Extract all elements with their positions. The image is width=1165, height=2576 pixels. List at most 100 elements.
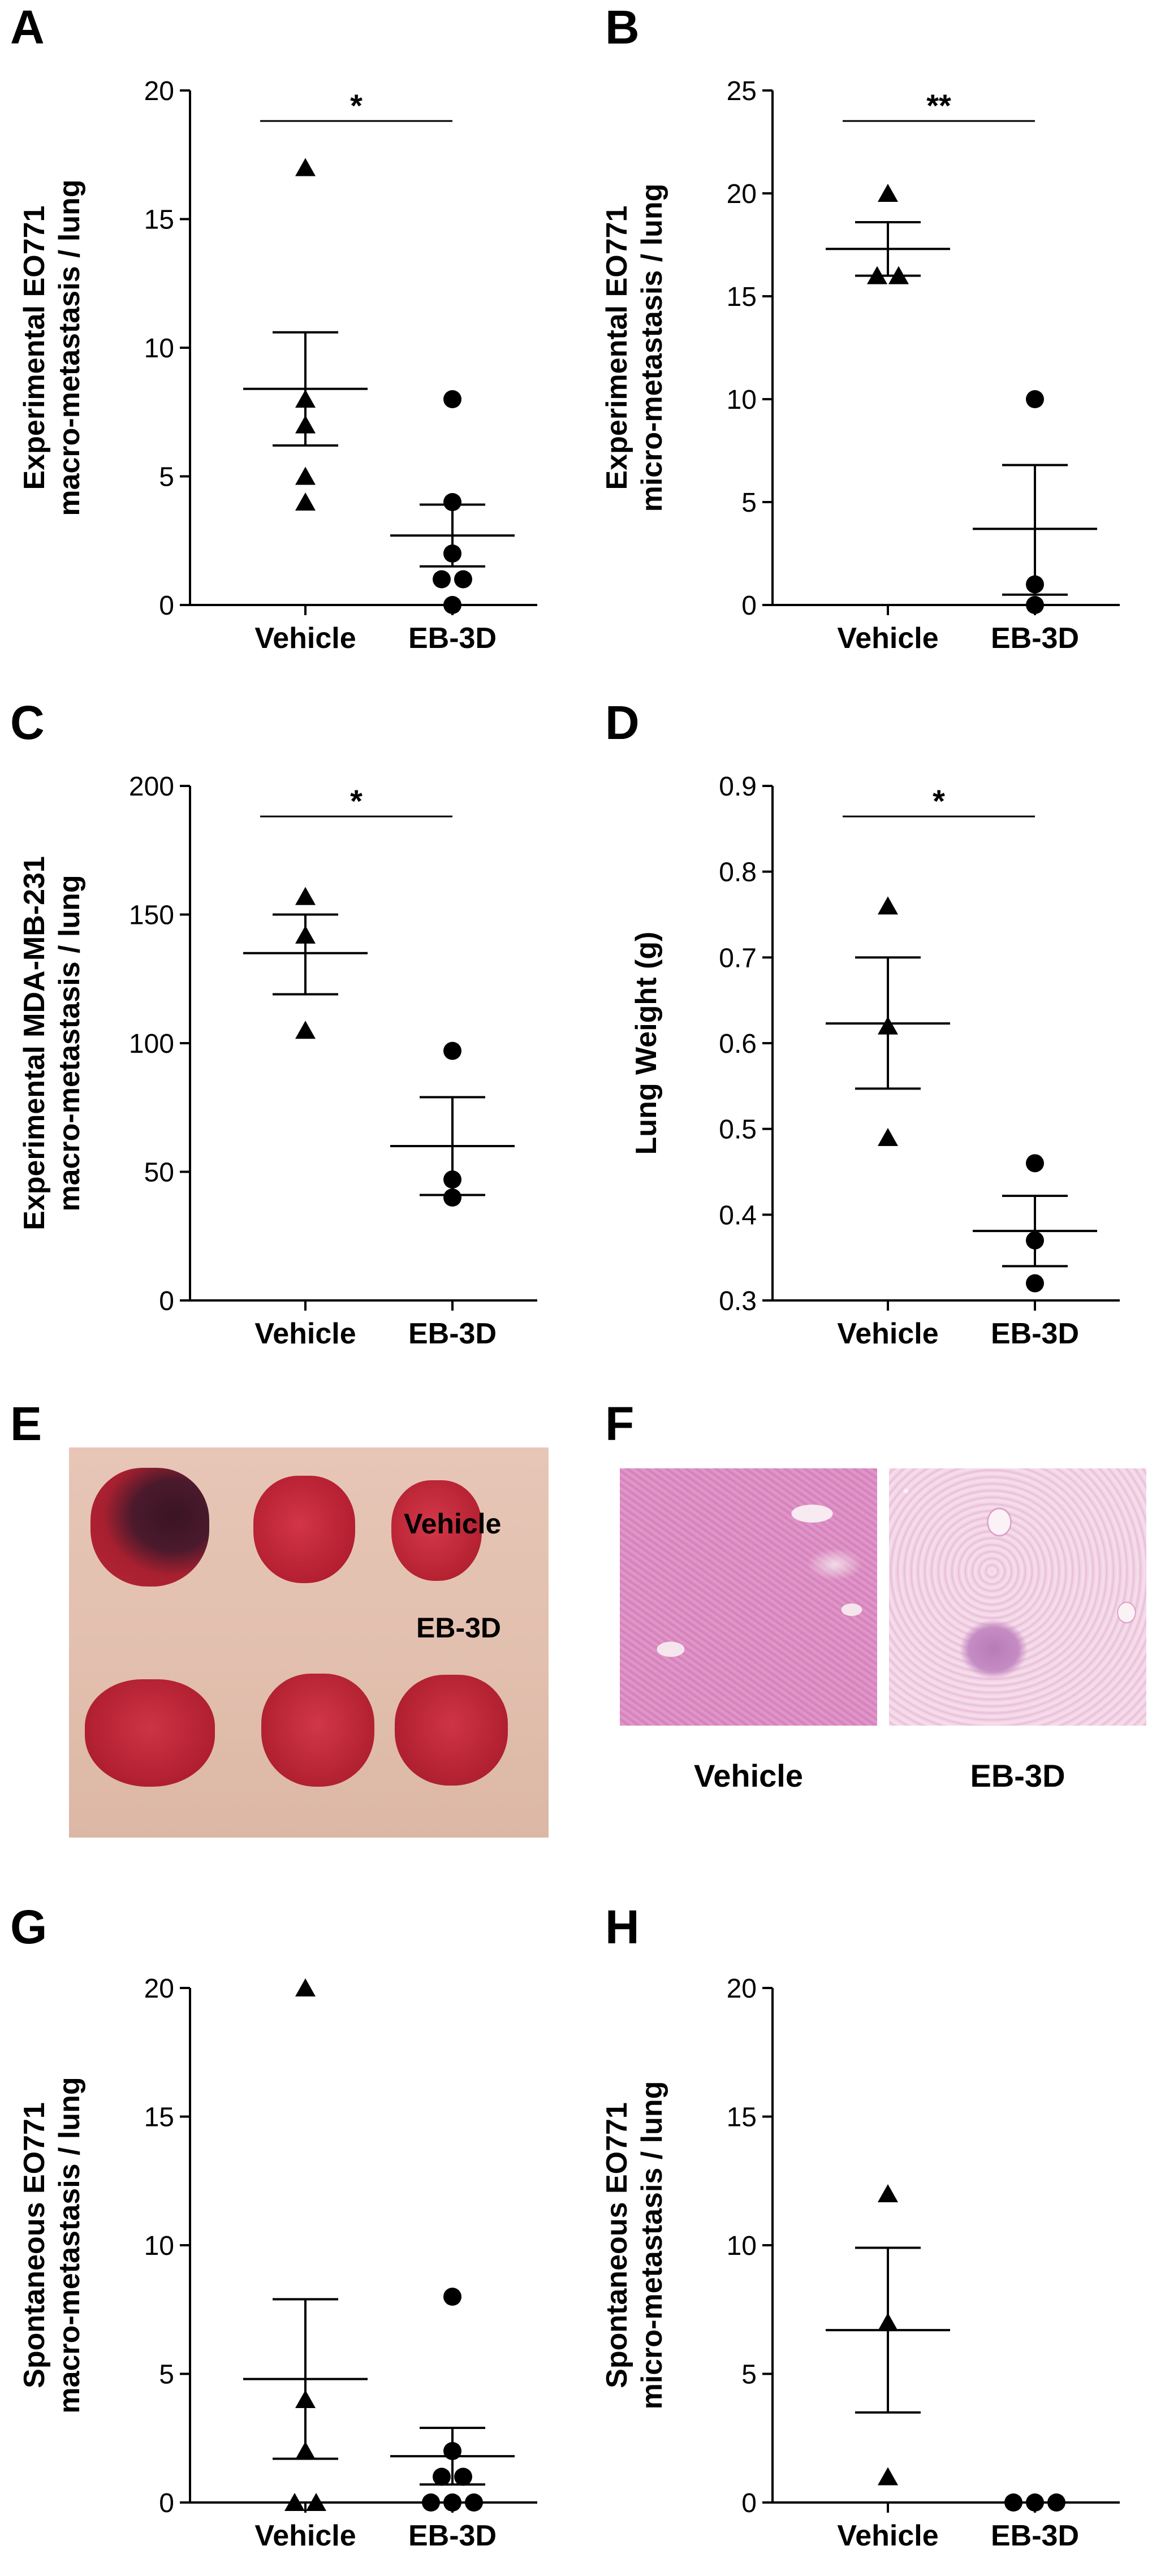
photo-label-vehicle: Vehicle [404,1508,502,1540]
y-tick-label: 0.3 [719,1286,757,1316]
lung-photograph: Vehicle EB-3D [69,1447,549,1838]
significance-marker: * [350,88,363,123]
data-point-eb3d [1026,1154,1044,1173]
data-point-eb3d [433,570,451,589]
histology-vehicle-image [620,1468,877,1726]
x-tick-label: Vehicle [837,1317,938,1350]
x-tick-label: EB-3D [408,2519,497,2552]
panel-letter-h: H [605,1900,640,1953]
data-point-vehicle [295,492,316,511]
histology-eb3d-image [889,1468,1146,1726]
chart-a-experimental-eo771-macro: 0 5 10 15 20 Vehicle EB-3D Experimental EO771 ma… [18,76,537,655]
y-tick-label: 20 [144,76,174,106]
panel-letter-d: D [605,696,640,749]
data-point-eb3d [1026,1274,1044,1293]
data-point-eb3d [422,2493,440,2512]
y-tick-label: 15 [727,282,757,312]
photo-label-eb3d: EB-3D [416,1612,502,1644]
y-axis-label: macro-metastasis / lung [53,875,86,1211]
x-tick-label: Vehicle [254,622,356,655]
data-point-eb3d [465,2493,483,2512]
y-tick-label: 10 [144,334,174,364]
panel-letter-f: F [605,1397,635,1450]
y-tick-label: 0.7 [719,943,757,973]
panel-letter-a: A [10,1,45,54]
y-tick-label: 10 [727,385,757,415]
data-point-eb3d [1026,390,1044,408]
lung-vehicle-1 [90,1468,209,1587]
data-point-vehicle [878,184,898,202]
data-point-eb3d [443,493,461,511]
panel-letter-c: C [10,696,45,749]
data-point-eb3d [1026,596,1044,614]
panel-letter-g: G [10,1900,48,1953]
y-tick-label: 50 [144,1158,174,1188]
y-tick-label: 15 [144,2103,174,2133]
y-tick-label: 0.5 [719,1115,757,1145]
y-tick-label: 150 [129,901,174,931]
histology-label-vehicle: Vehicle [693,1758,804,1793]
y-tick-label: 10 [727,2231,757,2261]
x-tick-label: EB-3D [991,1317,1079,1350]
chart-b-experimental-eo771-micro: 0 5 10 15 20 25 Vehicle EB-3D Experimental EO771… [601,76,1120,655]
data-point-vehicle [295,158,316,176]
y-tick-label: 20 [727,179,757,209]
y-tick-label: 5 [741,2360,757,2390]
data-point-eb3d [443,2288,461,2306]
data-point-vehicle [878,2467,898,2486]
y-tick-label: 200 [129,772,174,802]
x-tick-label: EB-3D [408,1317,497,1350]
lung-eb3d-2 [261,1674,374,1787]
x-tick-label: EB-3D [991,622,1079,655]
data-point-eb3d [443,2493,461,2512]
lung-vehicle-2 [253,1476,355,1583]
significance-marker: * [933,783,945,819]
data-point-eb3d [443,390,461,408]
x-tick-label: Vehicle [254,1317,356,1350]
y-tick-label: 0 [159,591,174,621]
data-point-eb3d [443,596,461,614]
significance-marker: * [350,783,363,819]
data-point-vehicle [878,2184,898,2202]
y-tick-label: 0 [741,2488,757,2518]
y-axis-label: Spontaneous EO771 [601,2102,633,2388]
chart-d-lung-weight: 0.3 0.4 0.5 0.6 0.7 0.8 0.9 Vehicle EB-3D Lung We… [630,772,1120,1350]
data-point-vehicle [295,887,316,905]
y-tick-label: 25 [727,76,757,106]
y-axis-label: Experimental MDA-MB-231 [18,856,51,1230]
chart-g-spontaneous-eo771-macro: 0 5 10 15 20 Vehicle EB-3D Spontaneous EO771 mac… [18,1974,537,2552]
data-point-eb3d [443,1041,461,1060]
y-axis-label: Experimental EO771 [601,206,633,490]
y-tick-label: 20 [727,1974,757,2004]
y-tick-label: 5 [159,463,174,492]
lung-eb3d-3 [395,1675,508,1786]
significance-marker: ** [926,88,951,123]
data-point-vehicle [878,896,898,915]
y-tick-label: 0 [741,591,757,621]
data-point-vehicle [295,466,316,485]
y-tick-label: 0.8 [719,858,757,888]
y-tick-label: 15 [144,205,174,235]
panel-letter-e: E [10,1397,42,1450]
y-tick-label: 20 [144,1974,174,2004]
y-axis-label: Lung Weight (g) [630,932,663,1155]
data-point-eb3d [454,570,472,589]
histology-label-eb3d: EB-3D [970,1758,1065,1793]
y-tick-label: 0.9 [719,772,757,802]
chart-h-spontaneous-eo771-micro: 0 5 10 15 20 Vehicle EB-3D Spontaneous EO771 mic… [601,1974,1120,2552]
lung-eb3d-1 [85,1679,215,1787]
data-point-vehicle [878,1127,898,1146]
x-tick-label: Vehicle [837,2519,938,2552]
chart-c-experimental-mda-mb-231-macro: 0 50 100 150 200 Vehicle EB-3D Experimental MDA… [18,772,537,1350]
lung-vehicle-3 [391,1480,482,1581]
y-axis-label: Experimental EO771 [18,206,51,490]
y-axis-label: macro-metastasis / lung [53,2077,86,2413]
data-point-vehicle [306,2493,326,2511]
y-axis-label: micro-metastasis / lung [636,2081,668,2410]
data-point-vehicle [284,2493,305,2511]
y-axis-label: Spontaneous EO771 [18,2102,51,2388]
y-tick-label: 0.6 [719,1029,757,1059]
data-point-vehicle [295,1021,316,1039]
y-tick-label: 0 [159,2488,174,2518]
x-tick-label: Vehicle [837,622,938,655]
